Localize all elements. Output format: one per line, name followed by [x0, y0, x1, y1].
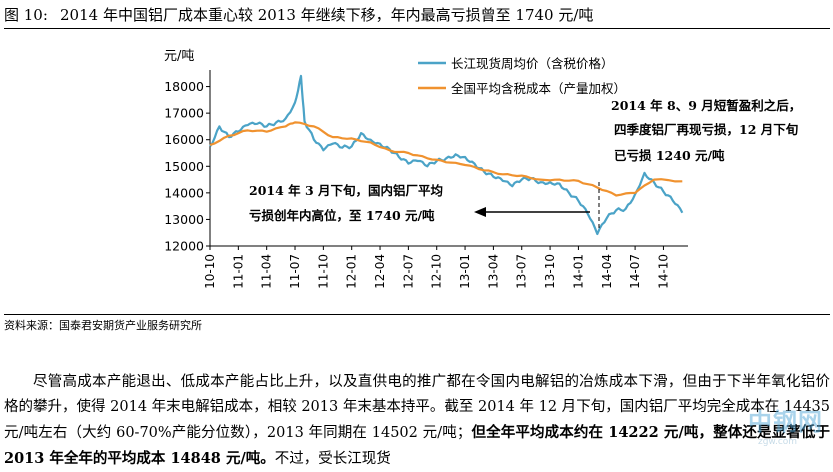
- source-rule: [4, 314, 830, 315]
- y-tick-labels: 12000 13000 14000 15000 16000 17000 18000: [164, 79, 204, 253]
- x-tick-label: 14-01: [571, 254, 585, 289]
- figure-number: 图 10:: [4, 6, 48, 24]
- watermark-logo: 中钢网 zgw.com: [748, 402, 828, 458]
- x-tick-label: 12-04: [373, 254, 387, 289]
- x-tick-label: 13-01: [458, 254, 472, 289]
- x-tick-label: 14-10: [656, 254, 670, 289]
- annotation-left-line2: 亏损创年内高位，至 1740 元/吨: [249, 208, 435, 223]
- y-axis-label: 元/吨: [164, 49, 194, 64]
- y-tick-label: 17000: [164, 106, 204, 121]
- x-tick-label: 12-10: [430, 254, 444, 289]
- y-tick-label: 16000: [164, 132, 204, 147]
- legend-label-spot-price: 长江现货周均价（含税价格）: [451, 56, 614, 71]
- x-tick-label: 12-07: [401, 254, 415, 289]
- figure-title-text: 2014 年中国铝厂成本重心较 2013 年继续下移，年内最高亏损曾至 1740…: [60, 6, 594, 24]
- watermark-url: zgw.com: [758, 437, 798, 447]
- x-tick-label: 14-04: [600, 254, 614, 289]
- body-paragraph: 尽管高成本产能退出、低成本产能占比上升，以及直供电的推广都在令国内电解铝的冶炼成…: [4, 370, 830, 472]
- y-tick-label: 14000: [164, 185, 204, 200]
- x-tick-label: 12-01: [345, 254, 359, 289]
- annotation-arrow: [474, 207, 590, 217]
- annotation-left-line1: 2014 年 3 月下旬，国内铝厂平均: [249, 183, 443, 198]
- x-tick-label: 11-07: [288, 254, 302, 289]
- chart-legend: 长江现货周均价（含税价格） 全国平均含税成本（产量加权）: [418, 56, 626, 96]
- x-tick-label: 11-10: [316, 254, 330, 289]
- figure-title: 图 10: 2014 年中国铝厂成本重心较 2013 年继续下移，年内最高亏损曾至…: [4, 4, 830, 26]
- annotation-right-line2: 四季度铝厂再现亏损，12 月下旬: [614, 122, 798, 137]
- y-tick-label: 12000: [164, 239, 204, 254]
- annotation-right-line3: 已亏损 1240 元/吨: [614, 148, 725, 163]
- legend-label-cost: 全国平均含税成本（产量加权）: [451, 81, 626, 96]
- x-tick-label: 13-10: [543, 254, 557, 289]
- x-tick-label: 14-07: [628, 254, 642, 289]
- paragraph-text-bold: 但全年平均成本约在 14222 元/吨，整体还是显著低于 2013 年全年的平均…: [4, 424, 830, 467]
- title-rule: [4, 28, 830, 29]
- y-tick-label: 18000: [164, 79, 204, 94]
- chart-series: [209, 74, 684, 236]
- chart-axes: [206, 70, 688, 250]
- watermark-text: 中钢网: [748, 408, 823, 436]
- x-tick-labels: 10-10 11-01 11-04 11-07 11-10 12-01 12-04 12-07…: [203, 254, 670, 289]
- line-chart: 元/吨 12000130001400015000160001700018000 …: [164, 49, 801, 289]
- x-tick-label: 13-07: [515, 254, 529, 289]
- x-tick-label: 11-01: [231, 254, 245, 289]
- x-tick-label: 10-10: [203, 254, 217, 289]
- x-tick-label: 13-04: [486, 254, 500, 289]
- annotation-right-line1: 2014 年 8、9 月短暂盈利之后，: [611, 98, 801, 113]
- y-tick-label: 13000: [164, 212, 204, 227]
- x-tick-label: 11-04: [260, 254, 274, 289]
- y-tick-label: 15000: [164, 159, 204, 174]
- series-line-cost: [209, 121, 683, 197]
- paragraph-text-part2: 不过，受长江现货: [274, 451, 391, 467]
- paragraph-text-part1: 尽管高成本产能退出、低成本产能占比上升，以及直供电的推广都在令国内电解铝的冶炼成…: [4, 374, 830, 441]
- source-note: 资料来源：国泰君安期货产业服务研究所: [4, 319, 202, 332]
